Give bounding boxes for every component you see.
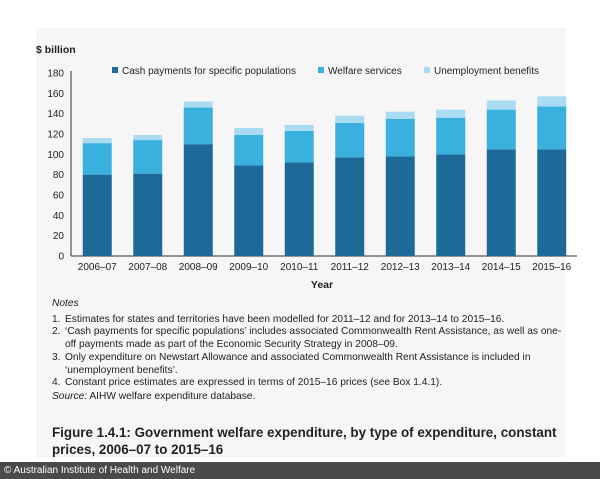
bar-segment bbox=[284, 162, 314, 256]
note-item: 3. Only expenditure on Newstart Allowanc… bbox=[52, 352, 562, 377]
notes-header: Notes bbox=[52, 298, 79, 309]
figure-caption: Figure 1.4.1: Government welfare expendi… bbox=[52, 425, 557, 457]
bar-segment bbox=[385, 118, 415, 157]
legend-swatch bbox=[424, 67, 430, 73]
bar-segment bbox=[486, 109, 516, 150]
source-text: AIHW welfare expenditure database. bbox=[87, 390, 256, 402]
bar-segment bbox=[82, 143, 112, 175]
legend-swatch bbox=[112, 67, 118, 73]
notes-section: Notes 1. Estimates for states and territ… bbox=[52, 298, 562, 404]
y-tick-label: 20 bbox=[53, 231, 65, 242]
bar-segment bbox=[436, 109, 466, 118]
bar-segment bbox=[133, 173, 163, 256]
source-line: Source: AIHW welfare expenditure databas… bbox=[52, 391, 562, 404]
bar-segment bbox=[335, 157, 365, 256]
y-tick-label: 0 bbox=[58, 252, 64, 263]
x-tick-label: 2007–08 bbox=[128, 262, 167, 273]
y-tick-label: 60 bbox=[53, 191, 65, 202]
y-tick-label: 140 bbox=[47, 109, 64, 120]
x-tick-label: 2011–12 bbox=[331, 262, 370, 273]
note-text: ‘Cash payments for specific populations’… bbox=[65, 326, 562, 351]
note-number: 4. bbox=[52, 377, 61, 389]
bar-segment bbox=[133, 140, 163, 174]
bar-segment bbox=[486, 100, 516, 110]
y-tick-label: 40 bbox=[53, 211, 65, 222]
y-tick-label: 100 bbox=[47, 150, 64, 161]
y-tick-label: 80 bbox=[53, 170, 65, 181]
legend-label: Unemployment benefits bbox=[434, 66, 539, 77]
bar-segment bbox=[284, 124, 314, 131]
x-tick-label: 2012–13 bbox=[381, 262, 420, 273]
note-text: Estimates for states and territories hav… bbox=[65, 313, 505, 325]
bar-segment bbox=[284, 130, 314, 163]
bar-segment bbox=[234, 135, 264, 166]
bar-segment bbox=[183, 101, 213, 108]
x-tick-label: 2008–09 bbox=[179, 262, 218, 273]
image-credit: © Australian Institute of Health and Wel… bbox=[0, 462, 600, 479]
bar-segment bbox=[385, 156, 415, 256]
legend-label: Cash payments for specific populations bbox=[122, 66, 296, 77]
bar-segment bbox=[436, 154, 466, 256]
bar-segment bbox=[436, 117, 466, 155]
note-item: 1. Estimates for states and territories … bbox=[52, 314, 562, 327]
bar-segment bbox=[234, 165, 264, 256]
bar-segment bbox=[486, 149, 516, 256]
bar-segment bbox=[133, 135, 163, 141]
bar-segment bbox=[234, 127, 264, 136]
legend-label: Welfare services bbox=[328, 66, 402, 77]
x-tick-label: 2006–07 bbox=[78, 262, 117, 273]
x-axis-label: Year bbox=[311, 279, 333, 291]
legend-swatch bbox=[318, 67, 324, 73]
note-number: 3. bbox=[52, 351, 61, 363]
note-item: 2. ‘Cash payments for specific populatio… bbox=[52, 326, 562, 351]
bar-segment bbox=[183, 107, 213, 145]
y-tick-label: 120 bbox=[47, 130, 64, 141]
bar-segment bbox=[335, 115, 365, 123]
note-text: Only expenditure on Newstart Allowance a… bbox=[65, 351, 531, 376]
y-axis-label: $ billion bbox=[36, 44, 76, 56]
note-item: 4. Constant price estimates are expresse… bbox=[52, 377, 562, 390]
bar-segment bbox=[537, 149, 567, 256]
source-label: Source: bbox=[52, 390, 88, 402]
x-tick-label: 2014–15 bbox=[482, 262, 521, 273]
note-number: 2. bbox=[52, 326, 61, 338]
y-tick-label: 160 bbox=[47, 89, 64, 100]
note-number: 1. bbox=[52, 313, 61, 325]
x-tick-label: 2013–14 bbox=[431, 262, 470, 273]
x-tick-label: 2015–16 bbox=[532, 262, 571, 273]
bar-segment bbox=[335, 122, 365, 158]
x-tick-label: 2010–11 bbox=[280, 262, 319, 273]
bar-segment bbox=[537, 106, 567, 150]
y-tick-label: 180 bbox=[47, 69, 64, 80]
x-tick-label: 2009–10 bbox=[229, 262, 268, 273]
bar-segment bbox=[82, 174, 112, 256]
bar-segment bbox=[385, 111, 415, 119]
note-text: Constant price estimates are expressed i… bbox=[65, 377, 443, 389]
stacked-bar-chart: $ billion 0 20 40 60 80 100 120 140 160 180 2006–07… bbox=[36, 44, 577, 291]
bar-segment bbox=[82, 138, 112, 144]
bar-segment bbox=[183, 144, 213, 256]
bar-segment bbox=[537, 96, 567, 107]
